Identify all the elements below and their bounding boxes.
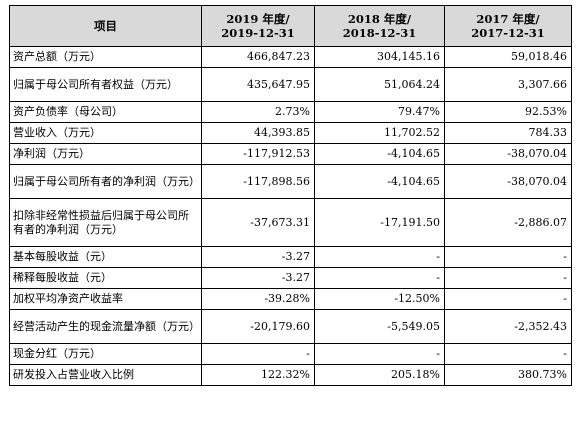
cell-2019: -3.27 (201, 267, 315, 289)
table-row: 经营活动产生的现金流量净额（万元） -20,179.60 -5,549.05 -… (9, 309, 572, 344)
row-label: 加权平均净资产收益率 (9, 288, 202, 310)
cell-2018: -4,104.65 (314, 164, 445, 199)
cell-2017: - (444, 267, 572, 289)
cell-2018: -4,104.65 (314, 143, 445, 165)
header-2018-line2: 2018-12-31 (342, 26, 417, 40)
table-row: 资产总额（万元） 466,847.23 304,145.16 59,018.46 (9, 46, 572, 68)
table-row: 基本每股收益（元） -3.27 - - (9, 246, 572, 268)
cell-2018: - (314, 343, 445, 365)
cell-2019: -37,673.31 (201, 198, 315, 247)
cell-2019: 466,847.23 (201, 46, 315, 68)
cell-2018: - (314, 246, 445, 268)
cell-2017: 380.73% (444, 364, 572, 386)
table-header-row: 项目 2019 年度/ 2019-12-31 2018 年度/ 2018-12-… (9, 5, 572, 47)
row-label: 营业收入（万元） (9, 122, 202, 144)
cell-2018: 304,145.16 (314, 46, 445, 68)
table-row: 归属于母公司所有者的净利润（万元） -117,898.56 -4,104.65 … (9, 164, 572, 199)
row-label: 归属于母公司所有者权益（万元） (9, 67, 202, 102)
cell-2019: 2.73% (201, 101, 315, 123)
row-label: 扣除非经常性损益后归属于母公司所有者的净利润（万元） (9, 198, 202, 247)
header-2017-line2: 2017-12-31 (471, 26, 545, 40)
cell-2017: -38,070.04 (444, 164, 572, 199)
cell-2018: 51,064.24 (314, 67, 445, 102)
cell-2018: -17,191.50 (314, 198, 445, 247)
cell-2017: -2,352.43 (444, 309, 572, 344)
row-label: 基本每股收益（元） (9, 246, 202, 268)
cell-2018: - (314, 267, 445, 289)
cell-2019: 122.32% (201, 364, 315, 386)
cell-2017: - (444, 343, 572, 365)
cell-2018: -12.50% (314, 288, 445, 310)
cell-2019: -20,179.60 (201, 309, 315, 344)
row-label: 现金分红（万元） (9, 343, 202, 365)
cell-2019: -117,898.56 (201, 164, 315, 199)
row-label: 稀释每股收益（元） (9, 267, 202, 289)
table-row: 营业收入（万元） 44,393.85 11,702.52 784.33 (9, 122, 572, 144)
cell-2018: 79.47% (314, 101, 445, 123)
cell-2018: 205.18% (314, 364, 445, 386)
cell-2017: - (444, 288, 572, 310)
row-label: 净利润（万元） (9, 143, 202, 165)
cell-2019: -117,912.53 (201, 143, 315, 165)
table-row: 现金分红（万元） - - - (9, 343, 572, 365)
cell-2017: 92.53% (444, 101, 572, 123)
cell-2017: 59,018.46 (444, 46, 572, 68)
cell-2019: -3.27 (201, 246, 315, 268)
cell-2019: 44,393.85 (201, 122, 315, 144)
row-label: 研发投入占营业收入比例 (9, 364, 202, 386)
header-2019-line2: 2019-12-31 (221, 26, 295, 40)
header-2018-line1: 2018 年度/ (347, 12, 412, 26)
row-label: 归属于母公司所有者的净利润（万元） (9, 164, 202, 199)
header-2019: 2019 年度/ 2019-12-31 (201, 5, 315, 47)
row-label: 资产总额（万元） (9, 46, 202, 68)
cell-2017: -2,886.07 (444, 198, 572, 247)
header-2017-line1: 2017 年度/ (476, 12, 540, 26)
cell-2017: 784.33 (444, 122, 572, 144)
financial-table-container: 项目 2019 年度/ 2019-12-31 2018 年度/ 2018-12-… (9, 5, 572, 386)
header-2017: 2017 年度/ 2017-12-31 (444, 5, 572, 47)
header-item: 项目 (9, 5, 202, 47)
header-2018: 2018 年度/ 2018-12-31 (314, 5, 445, 47)
row-label: 资产负债率（母公司） (9, 101, 202, 123)
cell-2019: - (201, 343, 315, 365)
cell-2018: -5,549.05 (314, 309, 445, 344)
table-row: 归属于母公司所有者权益（万元） 435,647.95 51,064.24 3,3… (9, 67, 572, 102)
financial-summary-table: 项目 2019 年度/ 2019-12-31 2018 年度/ 2018-12-… (9, 5, 572, 386)
cell-2017: -38,070.04 (444, 143, 572, 165)
cell-2017: - (444, 246, 572, 268)
row-label: 经营活动产生的现金流量净额（万元） (9, 309, 202, 344)
table-row: 加权平均净资产收益率 -39.28% -12.50% - (9, 288, 572, 310)
header-2019-line1: 2019 年度/ (226, 12, 290, 26)
table-row: 研发投入占营业收入比例 122.32% 205.18% 380.73% (9, 364, 572, 386)
cell-2019: -39.28% (201, 288, 315, 310)
table-row: 资产负债率（母公司） 2.73% 79.47% 92.53% (9, 101, 572, 123)
cell-2018: 11,702.52 (314, 122, 445, 144)
table-row: 扣除非经常性损益后归属于母公司所有者的净利润（万元） -37,673.31 -1… (9, 198, 572, 247)
cell-2019: 435,647.95 (201, 67, 315, 102)
cell-2017: 3,307.66 (444, 67, 572, 102)
table-row: 稀释每股收益（元） -3.27 - - (9, 267, 572, 289)
table-row: 净利润（万元） -117,912.53 -4,104.65 -38,070.04 (9, 143, 572, 165)
